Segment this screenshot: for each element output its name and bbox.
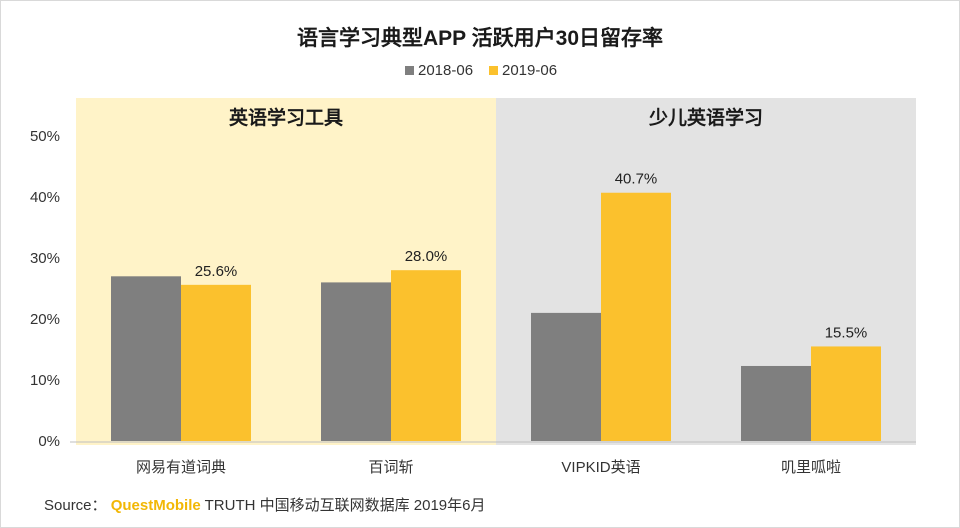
legend-label-0: 2018-06 xyxy=(418,62,473,79)
chart-title: 语言学习典型APP 活跃用户30日留存率 xyxy=(297,26,663,50)
y-tick-label: 30% xyxy=(30,250,60,267)
x-tick-label-0: 网易有道词典 xyxy=(136,459,226,476)
data-label-2: 40.7% xyxy=(615,171,658,188)
legend-swatch-0 xyxy=(405,66,414,75)
bar-2019-06-1 xyxy=(391,270,461,441)
data-label-1: 28.0% xyxy=(405,248,448,265)
source-note: Source： QuestMobile TRUTH 中国移动互联网数据库 201… xyxy=(44,494,486,515)
group-label-0: 英语学习工具 xyxy=(229,106,343,129)
data-label-0: 25.6% xyxy=(195,263,238,280)
bar-2019-06-3 xyxy=(811,346,881,441)
bar-2018-06-3 xyxy=(741,365,811,441)
bar-2019-06-2 xyxy=(601,192,671,441)
y-tick-label: 20% xyxy=(30,311,60,328)
x-tick-label-2: VIPKID英语 xyxy=(561,458,640,476)
bar-2018-06-1 xyxy=(321,282,391,441)
data-label-3: 15.5% xyxy=(825,324,868,341)
bar-2018-06-0 xyxy=(111,276,181,441)
questmobile-brand: QuestMobile xyxy=(110,497,201,514)
legend-label-1: 2019-06 xyxy=(502,62,557,79)
legend-swatch-1 xyxy=(489,66,498,75)
y-tick-label: 50% xyxy=(30,128,60,145)
source-prefix: Source： xyxy=(44,497,107,514)
y-tick-label: 0% xyxy=(38,433,60,450)
x-tick-label-3: 叽里呱啦 xyxy=(781,459,841,476)
y-tick-label: 40% xyxy=(30,189,60,206)
bar-2018-06-2 xyxy=(531,312,601,441)
source-text: TRUTH 中国移动互联网数据库 2019年6月 xyxy=(204,497,486,514)
x-tick-label-1: 百词斩 xyxy=(368,459,413,476)
y-tick-label: 10% xyxy=(30,372,60,389)
group-label-1: 少儿英语学习 xyxy=(648,106,763,129)
bar-2019-06-0 xyxy=(181,284,251,441)
